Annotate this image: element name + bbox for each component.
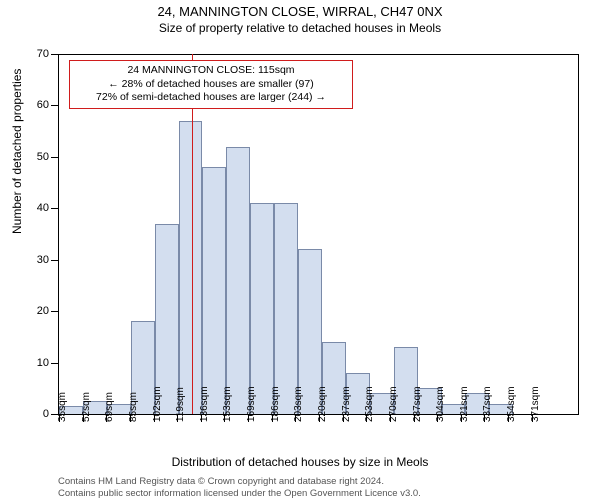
x-tick-label: 153sqm xyxy=(222,386,233,422)
x-tick-label: 354sqm xyxy=(506,386,517,422)
x-tick-label: 321sqm xyxy=(459,386,470,422)
x-tick-label: 169sqm xyxy=(246,386,257,422)
annotation-line: 24 MANNINGTON CLOSE: 115sqm xyxy=(76,64,346,78)
plot-area: 010203040506070 35sqm52sqm69sqm85sqm102s… xyxy=(58,54,579,415)
x-tick-label: 237sqm xyxy=(341,386,352,422)
y-tick-label: 40 xyxy=(37,202,49,214)
y-tick xyxy=(51,105,59,106)
x-tick-label: 270sqm xyxy=(388,386,399,422)
y-tick xyxy=(51,363,59,364)
x-tick-label: 85sqm xyxy=(128,392,139,422)
x-tick-label: 253sqm xyxy=(364,386,375,422)
x-tick-label: 52sqm xyxy=(81,392,92,422)
y-tick-label: 70 xyxy=(37,48,49,60)
y-tick-label: 20 xyxy=(37,305,49,317)
y-tick xyxy=(51,157,59,158)
histogram-bar xyxy=(179,121,203,414)
histogram-bar xyxy=(274,203,298,414)
x-tick-label: 35sqm xyxy=(57,392,68,422)
footer-line: Contains HM Land Registry data © Crown c… xyxy=(58,476,421,488)
x-tick-label: 337sqm xyxy=(482,386,493,422)
x-tick-label: 136sqm xyxy=(199,386,210,422)
footer-attribution: Contains HM Land Registry data © Crown c… xyxy=(58,476,421,500)
annotation-line: 72% of semi-detached houses are larger (… xyxy=(76,91,346,105)
x-axis-label: Distribution of detached houses by size … xyxy=(0,455,600,469)
x-tick-label: 186sqm xyxy=(270,386,281,422)
x-tick-label: 287sqm xyxy=(412,386,423,422)
histogram-bar xyxy=(250,203,274,414)
histogram-bar xyxy=(226,147,250,414)
y-tick xyxy=(51,311,59,312)
x-tick-label: 371sqm xyxy=(530,386,541,422)
y-tick xyxy=(51,208,59,209)
y-tick-label: 10 xyxy=(37,357,49,369)
footer-line: Contains public sector information licen… xyxy=(58,488,421,500)
histogram-bar xyxy=(202,167,226,414)
y-tick xyxy=(51,54,59,55)
y-tick-label: 30 xyxy=(37,254,49,266)
x-tick-label: 304sqm xyxy=(435,386,446,422)
y-tick xyxy=(51,260,59,261)
chart-title: 24, MANNINGTON CLOSE, WIRRAL, CH47 0NX xyxy=(0,4,600,19)
y-axis-label: Number of detached properties xyxy=(10,69,24,234)
annotation-box: 24 MANNINGTON CLOSE: 115sqm ← 28% of det… xyxy=(69,60,353,109)
x-tick-label: 69sqm xyxy=(104,392,115,422)
x-tick-label: 203sqm xyxy=(293,386,304,422)
chart-subtitle: Size of property relative to detached ho… xyxy=(0,21,600,35)
x-tick-label: 220sqm xyxy=(317,386,328,422)
y-tick-label: 50 xyxy=(37,151,49,163)
x-tick-label: 119sqm xyxy=(175,387,186,422)
y-tick-label: 0 xyxy=(43,408,49,420)
y-tick-label: 60 xyxy=(37,99,49,111)
x-tick-label: 102sqm xyxy=(152,386,163,422)
annotation-line: ← 28% of detached houses are smaller (97… xyxy=(76,78,346,92)
